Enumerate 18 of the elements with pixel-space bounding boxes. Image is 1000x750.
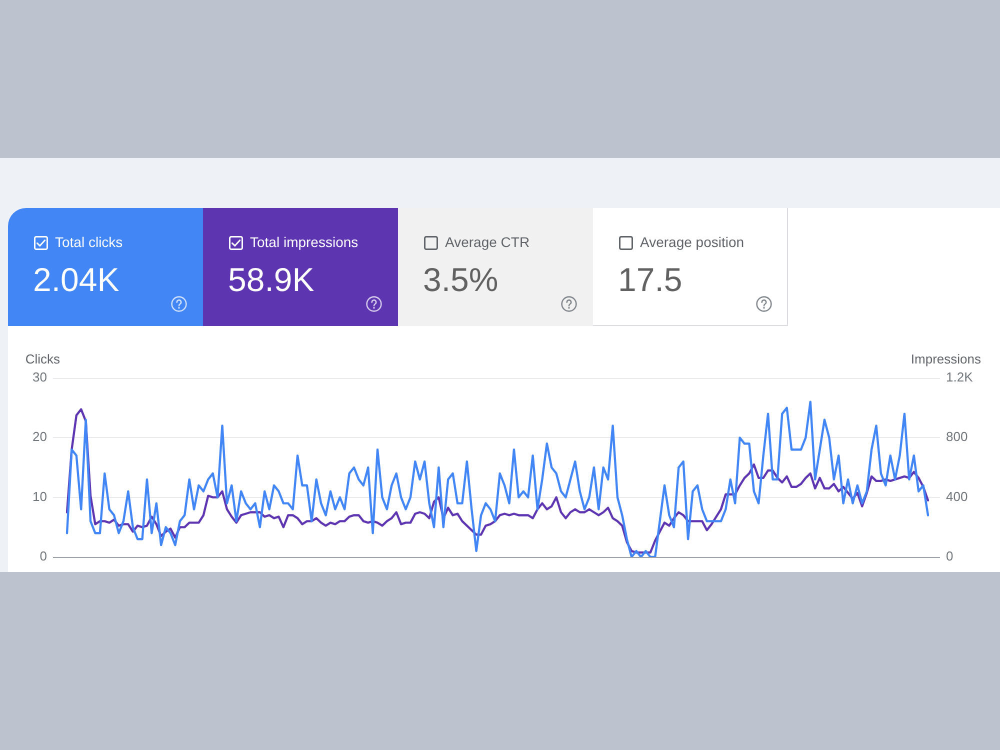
y2-tick-label: 800 (946, 429, 968, 444)
text: 17.5 (618, 261, 682, 298)
text: 2.04K (33, 261, 120, 298)
y-tick-label: 10 (32, 488, 47, 504)
text: 3.5% (423, 261, 498, 298)
y-tick-label: 30 (32, 370, 47, 385)
y2-tick-label: 1.2K (946, 370, 974, 385)
text: 58.9K (228, 261, 314, 298)
text: Total clicks (55, 234, 123, 250)
y2-tick-label: 400 (946, 488, 968, 504)
text: Total impressions (250, 234, 358, 250)
y2-tick-label: 0 (946, 548, 954, 564)
text: Average position (640, 234, 744, 250)
y-tick-label: 0 (40, 548, 47, 564)
y2-axis-title: Impressions (910, 352, 982, 367)
y-axis-title: Clicks (25, 352, 60, 367)
text: Average CTR (445, 234, 530, 250)
y-tick-label: 20 (32, 429, 47, 444)
